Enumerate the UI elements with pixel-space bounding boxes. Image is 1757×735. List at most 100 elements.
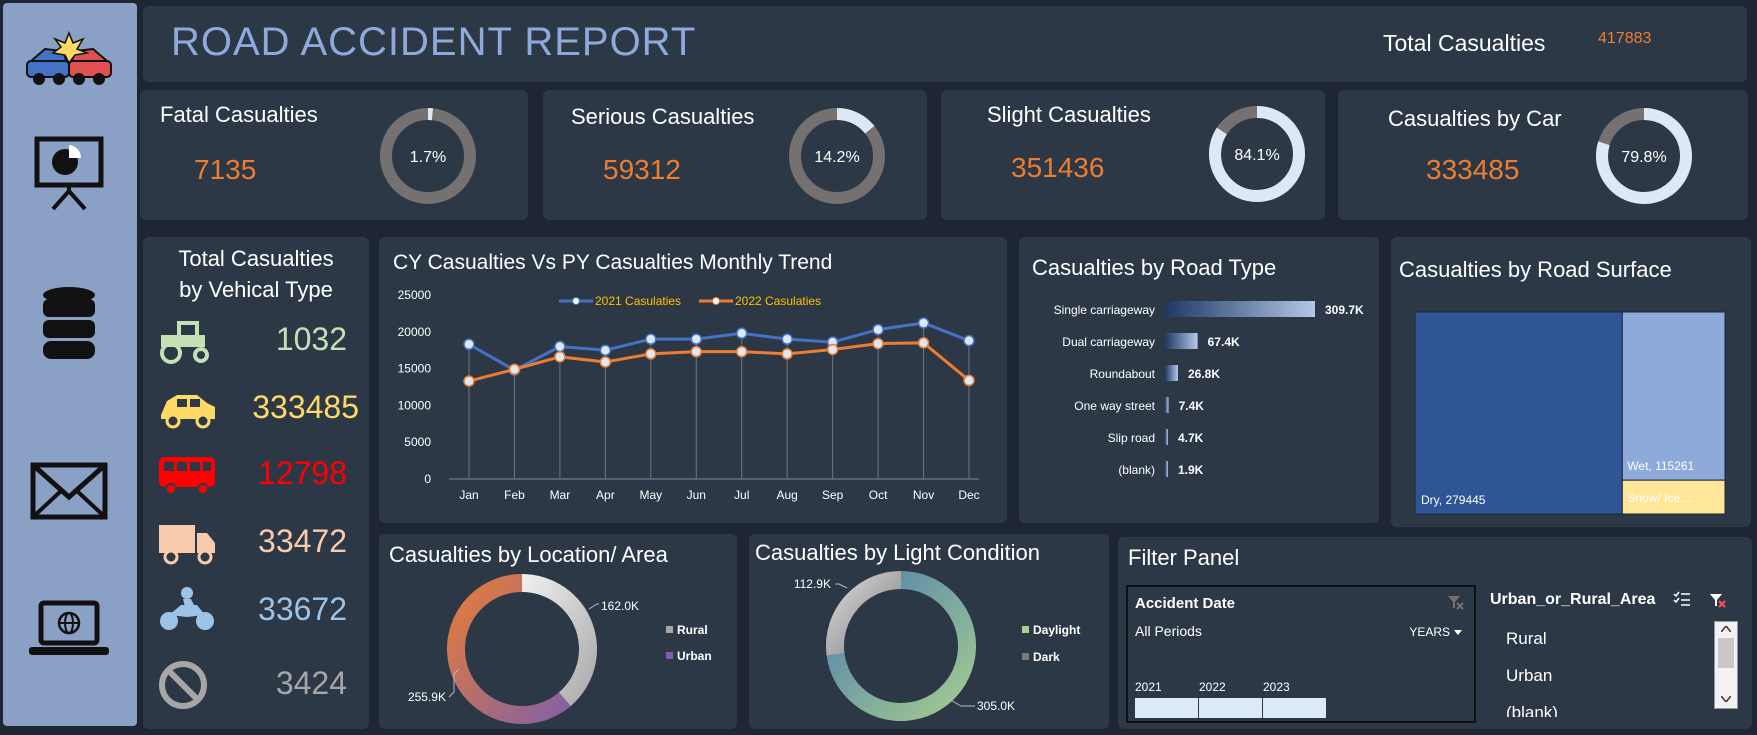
- accident-date-slicer[interactable]: Accident Date All Periods YEARS 2021 202…: [1126, 585, 1476, 723]
- clear-filter-icon[interactable]: [1446, 593, 1464, 611]
- x-tick-label: Dec: [958, 488, 979, 502]
- chevron-down-icon[interactable]: [1454, 630, 1462, 636]
- data-point: [463, 338, 475, 351]
- scrollbar[interactable]: [1714, 621, 1738, 709]
- bar-category-label: Roundabout: [1090, 367, 1156, 381]
- y-tick-label: 25000: [398, 288, 432, 302]
- chart-title: Casualties by Road Type: [1032, 255, 1277, 280]
- donut-value-label: 305.0K: [977, 699, 1015, 713]
- data-point: [645, 333, 657, 345]
- x-tick-label: Apr: [596, 488, 615, 502]
- kpi-value: 59312: [603, 154, 681, 185]
- total-casualties-label: Total Casualties: [1383, 30, 1546, 56]
- kpi-donut-arc: [789, 108, 885, 204]
- scrollbar-thumb[interactable]: [1718, 638, 1734, 668]
- timeline-bar-2022[interactable]: [1199, 698, 1262, 718]
- sidebar: [3, 3, 137, 726]
- slicer-unit-dropdown[interactable]: YEARS: [1409, 625, 1450, 639]
- x-tick-label: Jun: [687, 488, 706, 502]
- slicer-title: Urban_or_Rural_Area: [1490, 591, 1656, 608]
- data-point: [599, 356, 612, 368]
- bar-value-label: 7.4K: [1179, 399, 1205, 413]
- slicer-period-label: All Periods: [1135, 623, 1202, 639]
- x-tick-label: Jan: [459, 488, 478, 502]
- mail-icon[interactable]: [23, 451, 115, 531]
- treemap-chart: Dry, 279445 Wet, 115261 Snow/ Ice,...: [1414, 311, 1726, 515]
- legend-marker: [712, 297, 720, 305]
- line-chart: 0 5000 10000 15000 20000 25000 Jan Feb Mar Apr May…: [398, 288, 980, 502]
- timeline-year: 2022: [1199, 680, 1226, 694]
- x-tick-label: Mar: [550, 488, 571, 502]
- bar-value-label: 4.7K: [1178, 431, 1204, 445]
- kpi-donut: 1.7%: [380, 108, 476, 204]
- y-tick-label: 10000: [398, 398, 432, 412]
- kpi-label: Casualties by Car: [1388, 106, 1562, 131]
- data-point: [554, 340, 566, 353]
- bar-category-label: Single carriageway: [1054, 303, 1155, 317]
- slicer-item-blank[interactable]: (blank): [1506, 703, 1558, 717]
- legend-swatch: [1022, 653, 1029, 660]
- donut-value-label: 255.9K: [408, 690, 446, 704]
- vehicle-type-panel: Total Casualties by Vehical Type 1032 33…: [143, 237, 369, 729]
- treemap-label: Snow/ Ice,...: [1627, 491, 1693, 505]
- data-point: [872, 323, 884, 336]
- scroll-down-icon[interactable]: [1721, 696, 1731, 702]
- data-point: [690, 333, 703, 345]
- vehicle-value: 3424: [275, 665, 347, 701]
- donut-slice-dark: [826, 571, 901, 656]
- timeline-year: 2021: [1135, 680, 1162, 694]
- clear-filter-icon[interactable]: [1708, 591, 1726, 609]
- kpi-pct-label: 14.2%: [814, 149, 859, 166]
- x-tick-label: Jul: [734, 488, 749, 502]
- location-donut-chart: 162.0K Rural 255.9K Urban: [408, 574, 712, 724]
- kpi-donut: 79.8%: [1596, 108, 1692, 204]
- series-line-2: [468, 341, 970, 383]
- legend-label: 2021 Casulaties: [595, 294, 681, 308]
- data-point: [690, 345, 703, 358]
- bar: [1165, 461, 1168, 477]
- multi-select-icon[interactable]: [1673, 591, 1691, 607]
- timeline-bar-2021[interactable]: [1135, 698, 1198, 718]
- kpi-card-fatal: Fatal Casualties 7135 1.7%: [140, 90, 528, 220]
- y-tick-label: 0: [424, 472, 431, 486]
- scroll-up-icon[interactable]: [1721, 626, 1731, 632]
- page-title: ROAD ACCIDENT REPORT: [171, 20, 697, 64]
- leader-line: [948, 698, 975, 707]
- kpi-card-car: Casualties by Car 333485 79.8%: [1338, 90, 1748, 220]
- x-tick-label: May: [639, 488, 662, 502]
- laptop-globe-icon[interactable]: [23, 595, 115, 675]
- vehicle-row-motorcycle: 33672: [157, 585, 347, 635]
- data-point: [463, 375, 475, 387]
- y-tick-label: 5000: [404, 435, 431, 449]
- chart-title: Casualties by Road Surface: [1399, 257, 1672, 282]
- x-tick-label: Sep: [822, 488, 844, 502]
- road-type-panel: Casualties by Road Type Single carriagew…: [1019, 237, 1379, 523]
- timeline-bar-2023[interactable]: [1263, 698, 1326, 718]
- vehicle-panel-title: Total Casualties by Vehical Type: [178, 246, 334, 302]
- kpi-pct-label: 79.8%: [1621, 149, 1666, 166]
- slicer-item-urban[interactable]: Urban: [1506, 666, 1553, 685]
- filter-panel: Filter Panel Accident Date All Periods Y…: [1118, 537, 1752, 729]
- light-panel: Casualties by Light Condition 305.0K Dayl…: [749, 534, 1109, 729]
- urban-rural-slicer[interactable]: Urban_or_Rural_Area Rural Urban (blank): [1490, 585, 1746, 725]
- legend-marker: [572, 297, 580, 305]
- bus-icon: [159, 457, 215, 495]
- presentation-icon[interactable]: [23, 133, 115, 213]
- bar: [1165, 365, 1178, 381]
- vehicle-value: 33672: [258, 591, 347, 627]
- bar: [1165, 397, 1169, 413]
- timeline-year: 2023: [1263, 680, 1290, 694]
- slicer-list: Rural Urban (blank): [1490, 621, 1704, 717]
- data-point: [508, 363, 521, 376]
- vehicle-value: 333485: [252, 389, 359, 425]
- light-donut-chart: 305.0K Daylight 112.9K Dark: [794, 571, 1080, 721]
- filter-panel-title: Filter Panel: [1128, 545, 1240, 570]
- car-crash-icon[interactable]: [23, 21, 115, 101]
- legend-label: Urban: [677, 649, 712, 663]
- database-icon[interactable]: [23, 285, 115, 365]
- slicer-item-rural[interactable]: Rural: [1506, 629, 1547, 648]
- data-point: [826, 343, 839, 356]
- location-panel: Casualties by Location/ Area 162.0K Rural…: [379, 534, 737, 729]
- kpi-value: 351436: [1011, 152, 1105, 183]
- data-point: [917, 337, 930, 349]
